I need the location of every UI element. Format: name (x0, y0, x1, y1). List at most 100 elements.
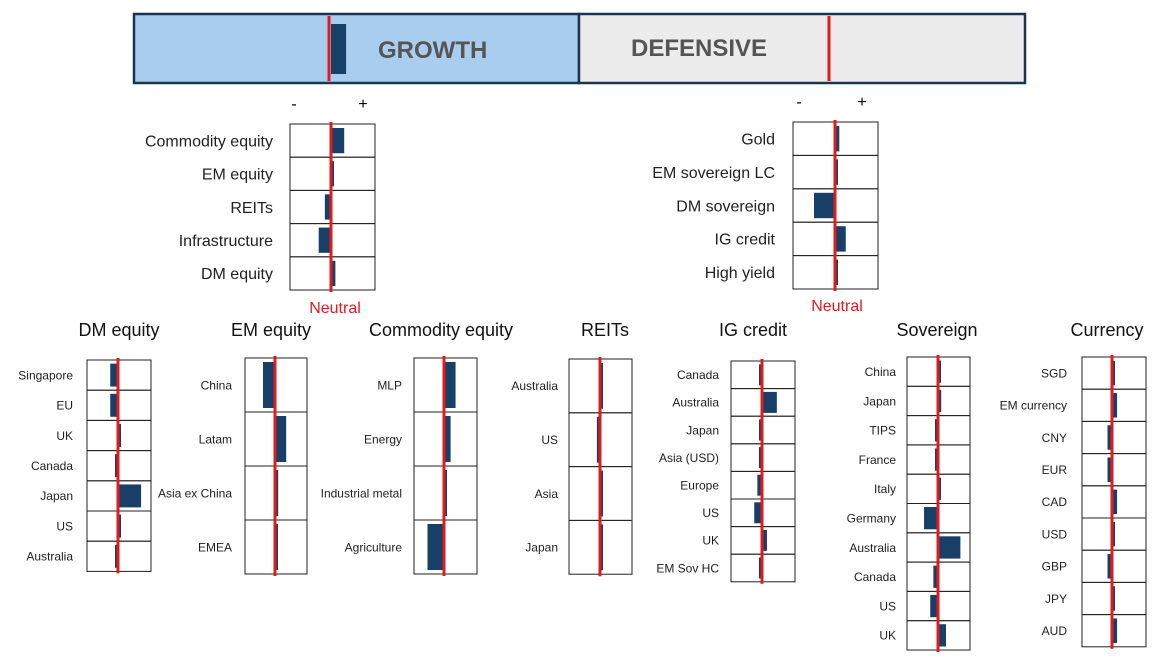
category-label-asia: Asia (535, 487, 559, 501)
category-label-reits: REITs (230, 200, 273, 217)
category-label-china: China (201, 378, 233, 392)
bar-aud (1112, 618, 1118, 643)
defensive-plus-marker: + (857, 94, 866, 111)
bar-em-currency (1112, 393, 1118, 418)
sovereign-title: Sovereign (896, 320, 977, 340)
category-label-germany: Germany (847, 511, 896, 525)
bar-gbp (1107, 554, 1112, 579)
bar-cny (1107, 425, 1112, 450)
category-label-japan: Japan (40, 489, 73, 503)
grid-cell (1081, 549, 1147, 583)
bar-gold (835, 126, 840, 152)
category-label-infrastructure: Infrastructure (179, 233, 273, 250)
category-label-uk: UK (56, 429, 73, 443)
dm-equity-title: DM equity (78, 320, 159, 340)
category-label-tips: TIPS (869, 424, 896, 438)
category-label-energy: Energy (364, 432, 402, 446)
bar-latam (275, 416, 287, 462)
bar-cad (1112, 489, 1118, 515)
category-label-eu: EU (56, 399, 73, 413)
bar-china (263, 362, 275, 408)
bar-ig-credit (835, 226, 846, 252)
category-label-europe: Europe (680, 479, 719, 493)
bar-dm-sovereign (814, 192, 835, 219)
category-label-usd: USD (1042, 527, 1068, 541)
category-label-uk: UK (879, 629, 896, 643)
category-label-aud: AUD (1042, 624, 1068, 638)
em-equity-title: EM equity (231, 320, 311, 340)
bar-infrastructure (318, 227, 331, 253)
ig-credit-panel: IG credit Canada Australia Japan Asia (USD) E… (656, 320, 796, 584)
category-label-singapore: Singapore (18, 368, 73, 382)
growth-summary-panel: Commodity equity EM equity REITs Infrastruc… (145, 122, 376, 317)
category-label-france: France (859, 453, 897, 467)
category-label-uk: UK (702, 534, 719, 548)
defensive-panel (577, 12, 1027, 85)
commodity-equity-panel: Commodity equity MLP Energy Industrial meta… (321, 320, 513, 576)
category-label-sgd: SGD (1041, 366, 1067, 380)
growth-panel (132, 12, 581, 85)
defensive-summary-panel: Gold EM sovereign LC DM sovereign IG credit… (652, 120, 879, 315)
category-label-japan: Japan (686, 423, 719, 437)
category-label-asia-ex-china: Asia ex China (158, 486, 232, 500)
bar-australia (762, 391, 777, 413)
growth-defensive-banner: GROWTH DEFENSIVE (132, 12, 1027, 85)
category-label-us: US (879, 599, 896, 613)
category-label-jpy: JPY (1045, 592, 1067, 606)
category-label-canada: Canada (677, 368, 719, 382)
category-label-asia-usd: Asia (USD) (659, 451, 719, 465)
category-label-japan: Japan (863, 394, 896, 408)
defensive-summary-neutral-label: Neutral (811, 298, 863, 315)
grid-cell (1081, 614, 1147, 648)
commodity-equity-title: Commodity equity (369, 320, 513, 340)
grid-cell (1081, 420, 1147, 455)
bar-europe (757, 474, 762, 496)
growth-summary-neutral-label: Neutral (309, 300, 361, 317)
bar-germany (924, 507, 938, 530)
growth-plus-marker: + (358, 96, 367, 113)
sovereign-panel: Sovereign China Japan TIPS France Italy German… (847, 320, 978, 652)
currency-title: Currency (1070, 320, 1143, 340)
category-label-high-yield: High yield (705, 265, 775, 282)
category-label-dm-equity: DM equity (201, 266, 273, 283)
bar-singapore (110, 363, 118, 387)
bar-us (754, 502, 762, 524)
category-label-japan: Japan (525, 541, 558, 555)
reits-title: REITs (581, 320, 629, 340)
grid-cell (1081, 453, 1147, 487)
bar-japan (938, 389, 942, 413)
category-label-latam: Latam (199, 432, 232, 446)
em-equity-panel: EM equity China Latam Asia ex China EMEA (158, 320, 311, 576)
growth-label: GROWTH (378, 37, 487, 64)
category-label-italy: Italy (874, 482, 896, 496)
bar-agriculture (427, 524, 444, 570)
bar-eu (110, 393, 118, 417)
bar-asia-usd (758, 447, 762, 469)
category-label-australia: Australia (511, 379, 558, 393)
defensive-label: DEFENSIVE (631, 35, 767, 62)
defensive-minus-marker: - (796, 94, 801, 111)
category-label-cad: CAD (1042, 495, 1068, 509)
category-label-agriculture: Agriculture (345, 540, 403, 554)
category-label-ig-credit: IG credit (715, 232, 776, 249)
category-label-us: US (56, 519, 73, 533)
category-label-industrial-metal: Industrial metal (321, 486, 402, 500)
bar-eur (1107, 457, 1112, 482)
scale-markers: - + - + (291, 94, 866, 113)
currency-panel: Currency SGD EM currency CNY EUR CAD USD GBP JPY… (1000, 320, 1147, 649)
category-label-emea: EMEA (198, 540, 232, 554)
bar-dm-equity (331, 260, 336, 287)
growth-position-bar (331, 24, 347, 74)
reits-panel: REITs Australia US Asia Japan (511, 320, 633, 577)
category-label-em-sovereign-lc: EM sovereign LC (652, 165, 775, 182)
bar-mlp (444, 362, 456, 408)
bar-canada (933, 565, 938, 588)
bar-japan (118, 484, 142, 508)
bar-uk (762, 529, 767, 551)
bar-energy (444, 416, 451, 462)
bar-reits (324, 194, 331, 220)
category-label-commodity-equity: Commodity equity (145, 133, 273, 150)
category-label-mlp: MLP (377, 378, 402, 392)
category-label-eur: EUR (1042, 463, 1068, 477)
